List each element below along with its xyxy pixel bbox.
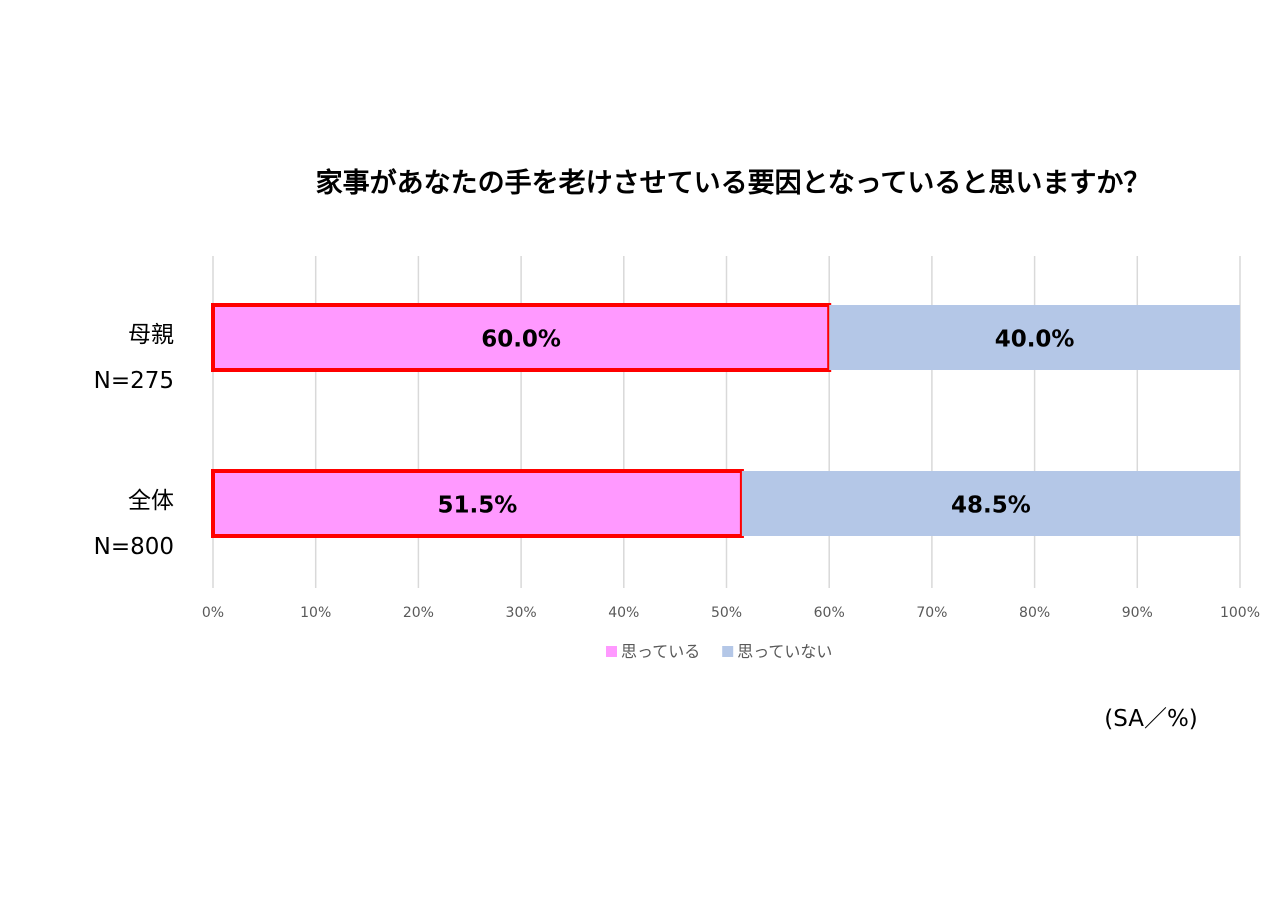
category-label: 全体 (128, 488, 174, 514)
category-n-label: N=275 (94, 368, 174, 394)
legend-label: 思っている (621, 642, 700, 661)
category-labels: 母親 N=275 全体 N=800 (94, 322, 174, 560)
bar-segment (741, 471, 1240, 536)
x-tick-label: 60% (814, 605, 845, 621)
category-n-label: N=800 (94, 534, 174, 560)
bar-segment (829, 305, 1240, 370)
x-tick-label: 20% (403, 605, 434, 621)
x-tick-label: 0% (202, 605, 224, 621)
data-label: 48.5% (951, 493, 1031, 519)
x-tick-label: 40% (608, 605, 639, 621)
x-tick-label: 10% (300, 605, 331, 621)
x-axis-ticks: 0% 10% 20% 30% 40% 50% 60% 70% 80% 90% 100% (202, 605, 1260, 621)
bars: 60.0% 40.0% 51.5% 48.5% (211, 303, 1240, 538)
data-label: 60.0% (481, 327, 561, 353)
x-tick-label: 90% (1122, 605, 1153, 621)
x-tick-label: 30% (506, 605, 537, 621)
data-label: 40.0% (995, 327, 1075, 353)
bar-segment (211, 469, 744, 538)
data-label: 51.5% (438, 493, 518, 519)
sa-note: (SA／%) (1104, 706, 1198, 732)
x-tick-label: 50% (711, 605, 742, 621)
bar-segment (211, 303, 832, 372)
x-tick-label: 80% (1019, 605, 1050, 621)
legend: 思っている 思っていない (606, 642, 832, 661)
x-tick-label: 100% (1220, 605, 1260, 621)
chart-title: 家事があなたの手を老けさせている要因となっていると思いますか？ (316, 167, 1151, 199)
legend-label: 思っていない (737, 642, 832, 661)
x-tick-label: 70% (916, 605, 947, 621)
category-label: 母親 (128, 322, 174, 348)
legend-swatch (606, 646, 617, 657)
legend-swatch (722, 646, 734, 657)
